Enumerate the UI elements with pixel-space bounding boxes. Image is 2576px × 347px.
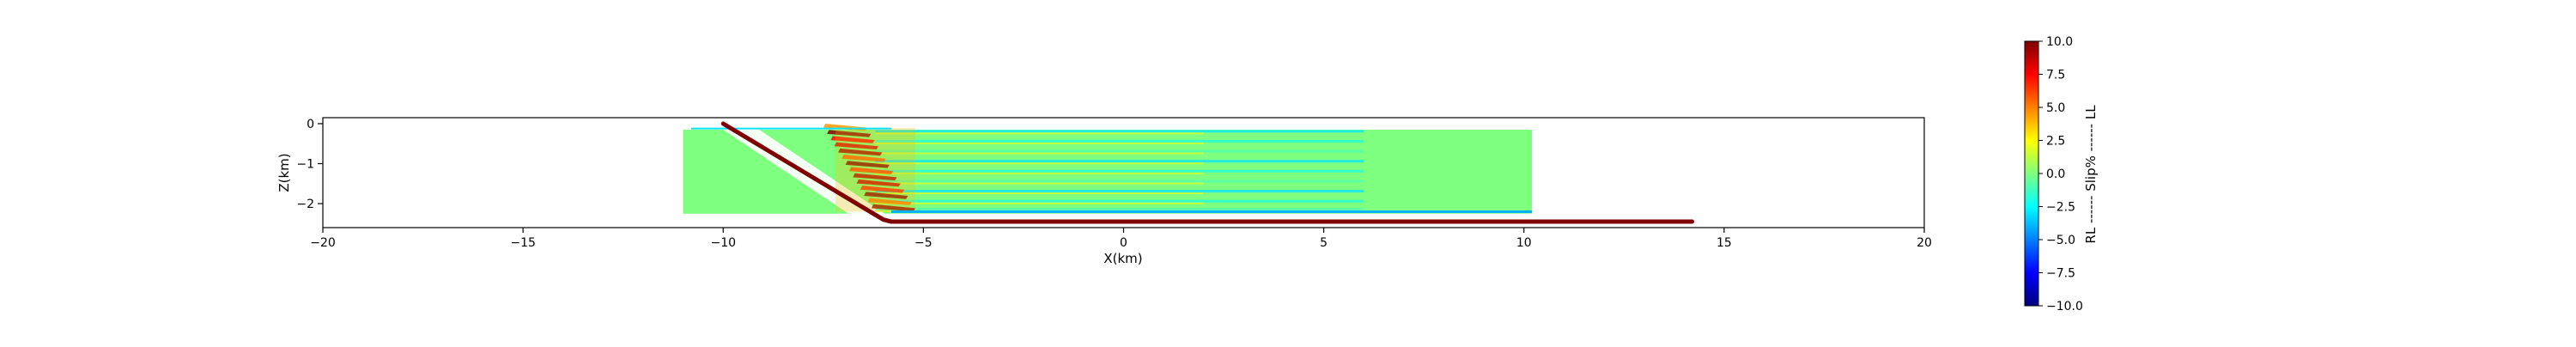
- high-slip-patch: [864, 192, 908, 199]
- fault-line: [720, 121, 1695, 224]
- x-tick-label: 0: [1120, 236, 1127, 250]
- high-slip-patch: [856, 179, 901, 187]
- y-tick-label: −1: [296, 158, 314, 172]
- x-tick-label: −15: [510, 236, 536, 250]
- x-tick-label: −10: [710, 236, 736, 250]
- colorbar-gradient: [2025, 41, 2038, 306]
- high-slip-patch: [867, 198, 912, 205]
- slip-layer: [875, 160, 1364, 163]
- x-tick-label: 5: [1320, 236, 1327, 250]
- x-tick-label: 15: [1716, 236, 1732, 250]
- slip-layer: [875, 202, 1204, 204]
- high-slip-patch: [841, 155, 886, 162]
- slip-layer: [875, 208, 1364, 211]
- high-slip-patch: [830, 136, 875, 143]
- x-tick-label: 10: [1516, 236, 1532, 250]
- colorbar-tick-label: −7.5: [2046, 267, 2075, 281]
- slip-layer: [875, 142, 1204, 144]
- high-slip-patch: [834, 142, 879, 150]
- slip-layer: [875, 149, 1364, 153]
- y-tick-label: −2: [296, 198, 314, 211]
- slip-layer: [875, 190, 1364, 193]
- slip-layer: [875, 132, 1204, 135]
- x-tick-label: −20: [310, 236, 336, 250]
- slip-layer: [875, 180, 1364, 183]
- colorbar-tick-label: 2.5: [2046, 135, 2065, 149]
- colorbar-tick-label: 7.5: [2046, 69, 2065, 82]
- slip-layer: [875, 169, 1364, 173]
- slip-layer: [875, 199, 1364, 203]
- high-slip-patch: [871, 204, 916, 212]
- colorbar: 10.0 7.5 5.0 2.5 0.0 −2.5 −5.0 −7.5 −10.0: [2024, 35, 2083, 314]
- x-tick-label: 20: [1917, 236, 1932, 250]
- slip-layer: [875, 162, 1204, 165]
- x-axis-label: X(km): [1103, 251, 1142, 266]
- slip-layer: [875, 192, 1204, 195]
- high-slip-patch: [860, 186, 905, 193]
- slip-layer: [875, 172, 1204, 174]
- colorbar-tick-label: −10.0: [2046, 300, 2083, 314]
- top-slip-band: [690, 127, 892, 130]
- colorbar-tick-label: −2.5: [2046, 201, 2075, 215]
- y-axis: 0 −1 −2: [296, 118, 323, 211]
- fault-trace: [720, 121, 1695, 224]
- high-slip-patch: [845, 161, 890, 168]
- high-slip-patch: [848, 167, 894, 174]
- slip-field: [683, 121, 1533, 216]
- slip-layer: [875, 152, 1204, 155]
- x-tick-label: −5: [914, 236, 933, 250]
- slip-layer: [875, 182, 1204, 185]
- colorbar-tick-label: 10.0: [2046, 35, 2073, 49]
- high-slip-patch: [838, 148, 883, 156]
- high-slip-patch: [853, 173, 897, 181]
- slip-layer: [875, 139, 1364, 143]
- high-slip-patch: [827, 130, 872, 137]
- y-tick-label: 0: [307, 118, 314, 131]
- y-axis-label: Z(km): [276, 153, 292, 192]
- colorbar-tick-label: 5.0: [2046, 101, 2065, 115]
- colorbar-tick-label: 0.0: [2046, 167, 2065, 181]
- bottom-slip-band: [891, 210, 1533, 213]
- colorbar-tick-label: −5.0: [2046, 234, 2075, 247]
- x-axis: −20 −15 −10 −5 0 5 10 15 20: [310, 228, 1932, 250]
- colorbar-label: RL ------ Slip% ------ LL: [2083, 105, 2099, 244]
- slip-layer: [875, 130, 1364, 133]
